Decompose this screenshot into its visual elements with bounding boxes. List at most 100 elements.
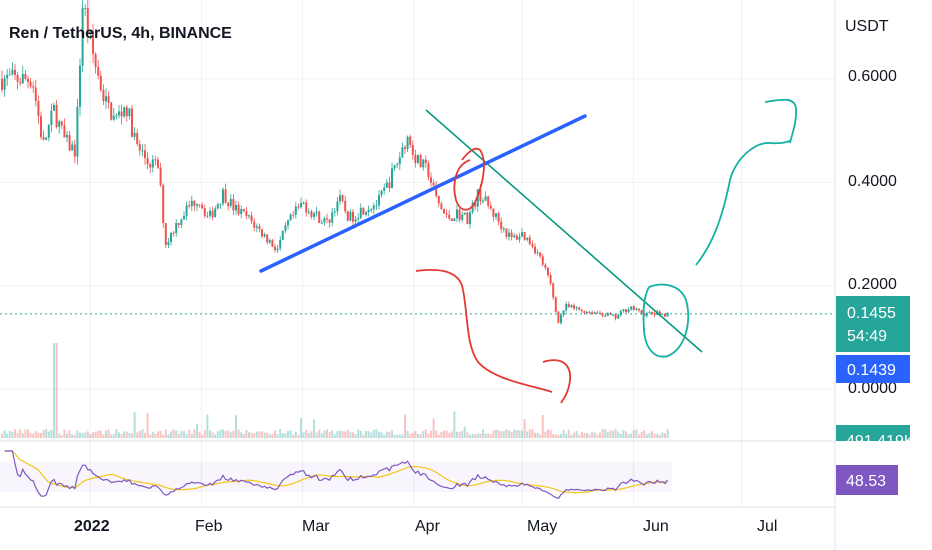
time-tick-feb: Feb [195,518,223,535]
currency-label: USDT [845,18,889,35]
candle-body-84 [219,203,222,205]
volume-bar-44 [115,429,118,438]
candle-body-79 [206,215,209,217]
candle-body-103 [268,240,271,243]
volume-bar-215 [560,433,562,438]
volume-bar-55 [144,432,146,438]
candle-body-35 [92,31,94,54]
candle-body-164 [427,163,430,178]
candle-body-81 [211,210,214,218]
volume-bar-173 [450,431,453,438]
red-arrow-drawing[interactable] [415,268,553,393]
candle-body-109 [284,225,287,231]
volume-bar-60 [157,431,159,438]
teal-circle-drawing[interactable] [642,283,690,358]
candle-body-168 [437,195,440,204]
volume-bar-57 [149,434,152,438]
candle-body-256 [666,312,669,317]
candle-body-101 [263,234,266,237]
trendline-blue[interactable] [259,114,587,273]
volume-bar-15 [40,433,42,438]
candle-body-8 [21,74,24,84]
candle-body-160 [417,155,419,163]
volume-bar-229 [596,434,599,438]
user-drawings[interactable] [259,98,798,404]
candle-body-236 [614,314,617,319]
volume-bar-228 [593,432,596,438]
candle-body-179 [466,212,469,225]
candle-body-205 [534,246,536,254]
candle-body-65 [170,232,172,242]
candle-body-128 [333,211,336,213]
candle-body-119 [310,211,313,217]
volume-bar-61 [159,430,162,438]
volume-bar-43 [112,434,115,438]
volume-bar-17 [45,429,48,438]
volume-bar-8 [21,433,24,438]
volume-bar-113 [294,431,297,438]
volume-bar-53 [138,431,141,438]
candle-body-66 [172,232,175,234]
volume-bar-19 [50,429,53,438]
volume-bar-239 [622,429,625,438]
chart-title: Ren / TetherUS, 4h, BINANCE [9,25,232,42]
candle-body-224 [583,311,586,313]
volume-bar-193 [502,431,505,438]
candle-body-157 [409,136,412,146]
last-price-value: 0.1455 [847,305,896,322]
volume-bar-180 [469,434,471,438]
volume-bar-244 [635,429,638,438]
volume-bar-115 [300,417,302,438]
candle-body-114 [297,206,300,208]
volume-bar-170 [443,430,445,438]
volume-bar-108 [281,433,284,438]
volume-bar-148 [385,431,388,438]
volume-bar-133 [346,429,349,438]
candle-body-150 [391,168,393,189]
candle-body-97 [253,221,256,228]
teal-hook-drawing[interactable] [764,98,798,144]
candle-body-67 [175,223,178,234]
volume-bar-91 [237,429,240,438]
candle-body-141 [367,209,370,213]
candle-body-33 [86,7,89,33]
volume-bar-64 [167,433,170,438]
volume-bar-72 [188,429,191,438]
price-tick-040: 0.4000 [848,173,897,190]
candle-body-239 [622,309,625,312]
volume-bar-28 [73,434,76,438]
candle-body-6 [16,74,19,82]
candle-body-4 [11,69,14,75]
red-hook-drawing[interactable] [542,359,572,404]
candle-body-233 [606,312,609,316]
candle-body-151 [393,165,396,169]
candle-body-230 [599,312,601,314]
volume-bar-250 [651,431,653,438]
candle-body-56 [146,158,149,165]
candle-body-69 [180,219,183,225]
candle-body-195 [508,232,510,237]
candle-body-244 [635,308,638,310]
candle-body-190 [495,213,497,217]
volume-bar-205 [534,432,536,438]
candle-body-142 [370,209,373,211]
volume-bar-240 [625,431,627,438]
candle-body-221 [575,307,578,309]
volume-bar-171 [445,430,448,438]
red-circle-drawing[interactable] [453,147,485,211]
volume-bar-233 [606,432,609,438]
candle-body-158 [411,145,414,155]
volume-bar-81 [211,432,214,438]
volume-bar-147 [383,434,386,438]
volume-bar-109 [284,433,287,438]
candle-body-169 [440,203,443,210]
teal-arrow-drawing[interactable] [695,139,791,266]
volume-bar-159 [414,430,417,438]
candle-body-2 [6,74,9,79]
volume-bar-204 [531,429,534,438]
volume-bar-181 [471,433,474,438]
volume-bar-98 [255,431,258,438]
candle-body-121 [315,211,318,214]
candle-body-162 [422,159,425,168]
